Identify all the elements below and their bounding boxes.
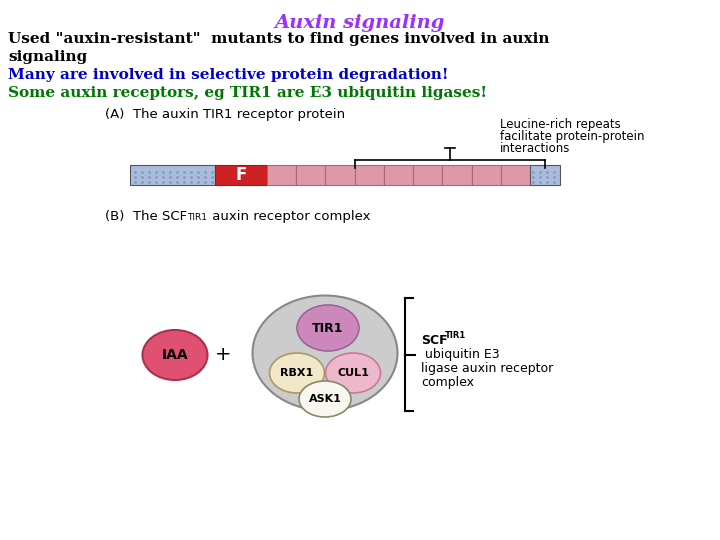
Text: TIR1: TIR1 bbox=[187, 213, 207, 222]
Text: Used "auxin-resistant"  mutants to find genes involved in auxin: Used "auxin-resistant" mutants to find g… bbox=[8, 32, 549, 46]
FancyBboxPatch shape bbox=[413, 165, 442, 185]
Text: ASK1: ASK1 bbox=[309, 394, 341, 404]
Ellipse shape bbox=[143, 330, 207, 380]
FancyBboxPatch shape bbox=[442, 165, 472, 185]
Text: signaling: signaling bbox=[8, 50, 87, 64]
Text: RBX1: RBX1 bbox=[280, 368, 314, 378]
Text: Some auxin receptors, eg TIR1 are E3 ubiquitin ligases!: Some auxin receptors, eg TIR1 are E3 ubi… bbox=[8, 86, 487, 100]
Text: complex: complex bbox=[421, 376, 474, 389]
FancyBboxPatch shape bbox=[384, 165, 413, 185]
Text: (A)  The auxin TIR1 receptor protein: (A) The auxin TIR1 receptor protein bbox=[105, 108, 345, 121]
Text: TIR1: TIR1 bbox=[445, 331, 467, 340]
Text: interactions: interactions bbox=[500, 142, 570, 155]
Text: IAA: IAA bbox=[162, 348, 189, 362]
FancyBboxPatch shape bbox=[130, 165, 215, 185]
Text: (B)  The SCF: (B) The SCF bbox=[105, 210, 187, 223]
FancyBboxPatch shape bbox=[296, 165, 325, 185]
Text: facilitate protein-protein: facilitate protein-protein bbox=[500, 130, 644, 143]
FancyBboxPatch shape bbox=[215, 165, 267, 185]
Ellipse shape bbox=[269, 353, 325, 393]
Text: ubiquitin E3: ubiquitin E3 bbox=[421, 348, 500, 361]
FancyBboxPatch shape bbox=[325, 165, 355, 185]
Text: auxin receptor complex: auxin receptor complex bbox=[208, 210, 371, 223]
Text: ligase auxin receptor: ligase auxin receptor bbox=[421, 362, 553, 375]
Text: Auxin signaling: Auxin signaling bbox=[275, 14, 445, 32]
FancyBboxPatch shape bbox=[355, 165, 384, 185]
Text: CUL1: CUL1 bbox=[337, 368, 369, 378]
Ellipse shape bbox=[253, 295, 397, 410]
Text: TIR1: TIR1 bbox=[312, 321, 343, 334]
Text: F: F bbox=[235, 166, 247, 184]
Ellipse shape bbox=[299, 381, 351, 417]
FancyBboxPatch shape bbox=[267, 165, 296, 185]
Ellipse shape bbox=[325, 353, 380, 393]
FancyBboxPatch shape bbox=[472, 165, 501, 185]
Text: Leucine-rich repeats: Leucine-rich repeats bbox=[500, 118, 621, 131]
Text: SCF: SCF bbox=[421, 334, 448, 347]
Text: +: + bbox=[215, 346, 231, 365]
Text: Many are involved in selective protein degradation!: Many are involved in selective protein d… bbox=[8, 68, 449, 82]
Ellipse shape bbox=[297, 305, 359, 351]
FancyBboxPatch shape bbox=[501, 165, 530, 185]
FancyBboxPatch shape bbox=[530, 165, 560, 185]
